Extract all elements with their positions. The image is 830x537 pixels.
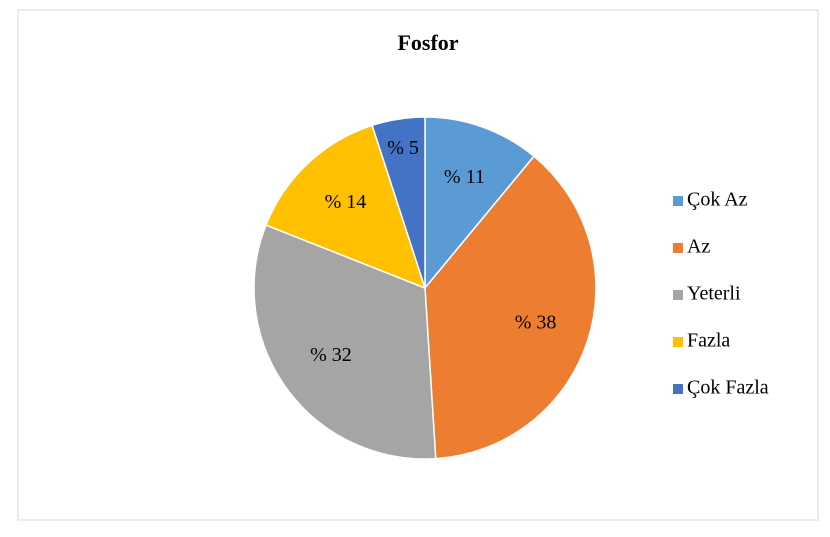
legend-swatch	[673, 243, 683, 253]
pie-slice	[371, 116, 426, 289]
data-label: % 5	[387, 137, 419, 159]
legend-swatch	[673, 384, 683, 394]
chart-title: Fosfor	[397, 30, 458, 55]
pie-slice	[424, 155, 597, 460]
legend: Çok Az Az Yeterli Fazla Çok Fazla	[673, 189, 769, 399]
legend-label: Çok Fazla	[687, 377, 769, 399]
legend-swatch	[673, 196, 683, 206]
data-label: % 32	[310, 344, 352, 366]
legend-label: Az	[687, 236, 710, 258]
pie-slice	[424, 116, 536, 291]
data-label: % 14	[325, 191, 367, 213]
legend-label: Fazla	[687, 330, 730, 352]
data-label: % 11	[444, 166, 485, 188]
legend-label: Çok Az	[687, 189, 748, 211]
pie-slice	[253, 224, 437, 460]
legend-label: Yeterli	[687, 283, 741, 305]
data-label: % 38	[515, 312, 557, 334]
legend-swatch	[673, 290, 683, 300]
pie: % 11 % 38 % 32 % 14 % 5	[253, 116, 597, 460]
legend-swatch	[673, 337, 683, 347]
